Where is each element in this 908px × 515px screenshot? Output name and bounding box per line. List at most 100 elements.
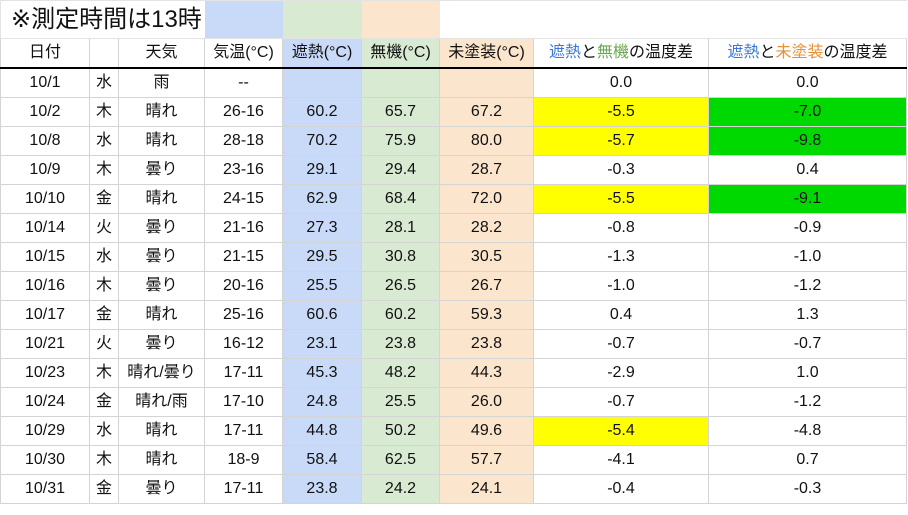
cell-heat-shield[interactable]: 23.1 (282, 329, 362, 359)
cell-empty[interactable] (533, 0, 709, 39)
cell-unpainted[interactable] (439, 67, 534, 98)
cell-heat-shield[interactable]: 29.1 (282, 155, 362, 185)
cell-unpainted[interactable]: 67.2 (439, 97, 534, 127)
cell-empty[interactable] (439, 0, 534, 39)
cell-empty[interactable] (708, 0, 907, 39)
cell-empty[interactable] (361, 0, 440, 39)
header-inorganic[interactable]: 無機(°C) (361, 38, 440, 69)
cell-day[interactable]: 金 (89, 474, 119, 504)
cell-inorganic[interactable]: 28.1 (361, 213, 440, 243)
cell-diff-heat-inorganic[interactable]: -0.4 (533, 474, 709, 504)
cell-air-temp[interactable]: 20-16 (204, 271, 283, 301)
cell-unpainted[interactable]: 57.7 (439, 445, 534, 475)
cell-empty[interactable] (204, 0, 283, 39)
cell-unpainted[interactable]: 26.7 (439, 271, 534, 301)
header-day[interactable] (89, 38, 119, 69)
cell-weather[interactable]: 晴れ (118, 184, 205, 214)
cell-date[interactable]: 10/8 (0, 126, 90, 156)
cell-unpainted[interactable]: 28.7 (439, 155, 534, 185)
cell-day[interactable]: 木 (89, 97, 119, 127)
cell-date[interactable]: 10/15 (0, 242, 90, 272)
cell-day[interactable]: 火 (89, 329, 119, 359)
cell-heat-shield[interactable]: 24.8 (282, 387, 362, 417)
cell-day[interactable]: 木 (89, 445, 119, 475)
cell-date[interactable]: 10/14 (0, 213, 90, 243)
cell-air-temp[interactable]: 18-9 (204, 445, 283, 475)
cell-weather[interactable]: 曇り (118, 242, 205, 272)
cell-inorganic[interactable]: 25.5 (361, 387, 440, 417)
cell-diff-heat-unpainted[interactable]: -7.0 (708, 97, 907, 127)
cell-air-temp[interactable]: -- (204, 67, 283, 98)
cell-unpainted[interactable]: 23.8 (439, 329, 534, 359)
cell-inorganic[interactable]: 26.5 (361, 271, 440, 301)
cell-weather[interactable]: 曇り (118, 474, 205, 504)
cell-day[interactable]: 木 (89, 358, 119, 388)
cell-diff-heat-unpainted[interactable]: -0.7 (708, 329, 907, 359)
cell-air-temp[interactable]: 17-11 (204, 416, 283, 446)
cell-weather[interactable]: 雨 (118, 67, 205, 98)
header-unpainted[interactable]: 未塗装(°C) (439, 38, 534, 69)
cell-weather[interactable]: 晴れ/曇り (118, 358, 205, 388)
cell-date[interactable]: 10/9 (0, 155, 90, 185)
cell-heat-shield[interactable]: 45.3 (282, 358, 362, 388)
cell-diff-heat-inorganic[interactable]: 0.0 (533, 67, 709, 98)
cell-weather[interactable]: 曇り (118, 329, 205, 359)
cell-diff-heat-unpainted[interactable]: 1.3 (708, 300, 907, 330)
cell-air-temp[interactable]: 25-16 (204, 300, 283, 330)
cell-air-temp[interactable]: 17-11 (204, 358, 283, 388)
cell-inorganic[interactable]: 48.2 (361, 358, 440, 388)
cell-unpainted[interactable]: 28.2 (439, 213, 534, 243)
cell-diff-heat-unpainted[interactable]: -9.1 (708, 184, 907, 214)
cell-air-temp[interactable]: 21-16 (204, 213, 283, 243)
cell-day[interactable]: 金 (89, 387, 119, 417)
cell-diff-heat-unpainted[interactable]: 0.4 (708, 155, 907, 185)
cell-diff-heat-inorganic[interactable]: -0.3 (533, 155, 709, 185)
cell-air-temp[interactable]: 23-16 (204, 155, 283, 185)
cell-weather[interactable]: 曇り (118, 155, 205, 185)
cell-date[interactable]: 10/17 (0, 300, 90, 330)
cell-unpainted[interactable]: 26.0 (439, 387, 534, 417)
cell-diff-heat-inorganic[interactable]: -4.1 (533, 445, 709, 475)
cell-inorganic[interactable]: 60.2 (361, 300, 440, 330)
cell-inorganic[interactable]: 23.8 (361, 329, 440, 359)
cell-unpainted[interactable]: 80.0 (439, 126, 534, 156)
cell-diff-heat-unpainted[interactable]: -4.8 (708, 416, 907, 446)
cell-heat-shield[interactable]: 23.8 (282, 474, 362, 504)
cell-unpainted[interactable]: 24.1 (439, 474, 534, 504)
header-diff-heat-inorganic[interactable]: 遮熱と無機の温度差 (533, 38, 709, 69)
cell-day[interactable]: 火 (89, 213, 119, 243)
cell-date[interactable]: 10/24 (0, 387, 90, 417)
cell-inorganic[interactable]: 68.4 (361, 184, 440, 214)
cell-diff-heat-inorganic[interactable]: -5.5 (533, 184, 709, 214)
cell-date[interactable]: 10/10 (0, 184, 90, 214)
cell-day[interactable]: 水 (89, 126, 119, 156)
cell-unpainted[interactable]: 72.0 (439, 184, 534, 214)
cell-inorganic[interactable]: 24.2 (361, 474, 440, 504)
cell-diff-heat-unpainted[interactable]: -1.2 (708, 387, 907, 417)
cell-diff-heat-unpainted[interactable]: -9.8 (708, 126, 907, 156)
cell-inorganic[interactable]: 29.4 (361, 155, 440, 185)
cell-air-temp[interactable]: 17-10 (204, 387, 283, 417)
cell-diff-heat-inorganic[interactable]: -1.0 (533, 271, 709, 301)
cell-heat-shield[interactable]: 70.2 (282, 126, 362, 156)
cell-diff-heat-unpainted[interactable]: -0.3 (708, 474, 907, 504)
cell-heat-shield[interactable]: 60.2 (282, 97, 362, 127)
cell-diff-heat-unpainted[interactable]: 0.7 (708, 445, 907, 475)
sheet-title[interactable]: ※測定時間は13時 (0, 0, 205, 39)
cell-unpainted[interactable]: 30.5 (439, 242, 534, 272)
cell-weather[interactable]: 晴れ (118, 97, 205, 127)
cell-weather[interactable]: 晴れ (118, 300, 205, 330)
cell-weather[interactable]: 晴れ/雨 (118, 387, 205, 417)
cell-diff-heat-unpainted[interactable]: -1.2 (708, 271, 907, 301)
cell-date[interactable]: 10/30 (0, 445, 90, 475)
cell-heat-shield[interactable] (282, 67, 362, 98)
cell-weather[interactable]: 曇り (118, 213, 205, 243)
cell-heat-shield[interactable]: 25.5 (282, 271, 362, 301)
cell-heat-shield[interactable]: 60.6 (282, 300, 362, 330)
cell-day[interactable]: 水 (89, 67, 119, 98)
cell-heat-shield[interactable]: 29.5 (282, 242, 362, 272)
cell-inorganic[interactable]: 75.9 (361, 126, 440, 156)
cell-diff-heat-inorganic[interactable]: 0.4 (533, 300, 709, 330)
cell-diff-heat-unpainted[interactable]: -0.9 (708, 213, 907, 243)
cell-day[interactable]: 木 (89, 271, 119, 301)
